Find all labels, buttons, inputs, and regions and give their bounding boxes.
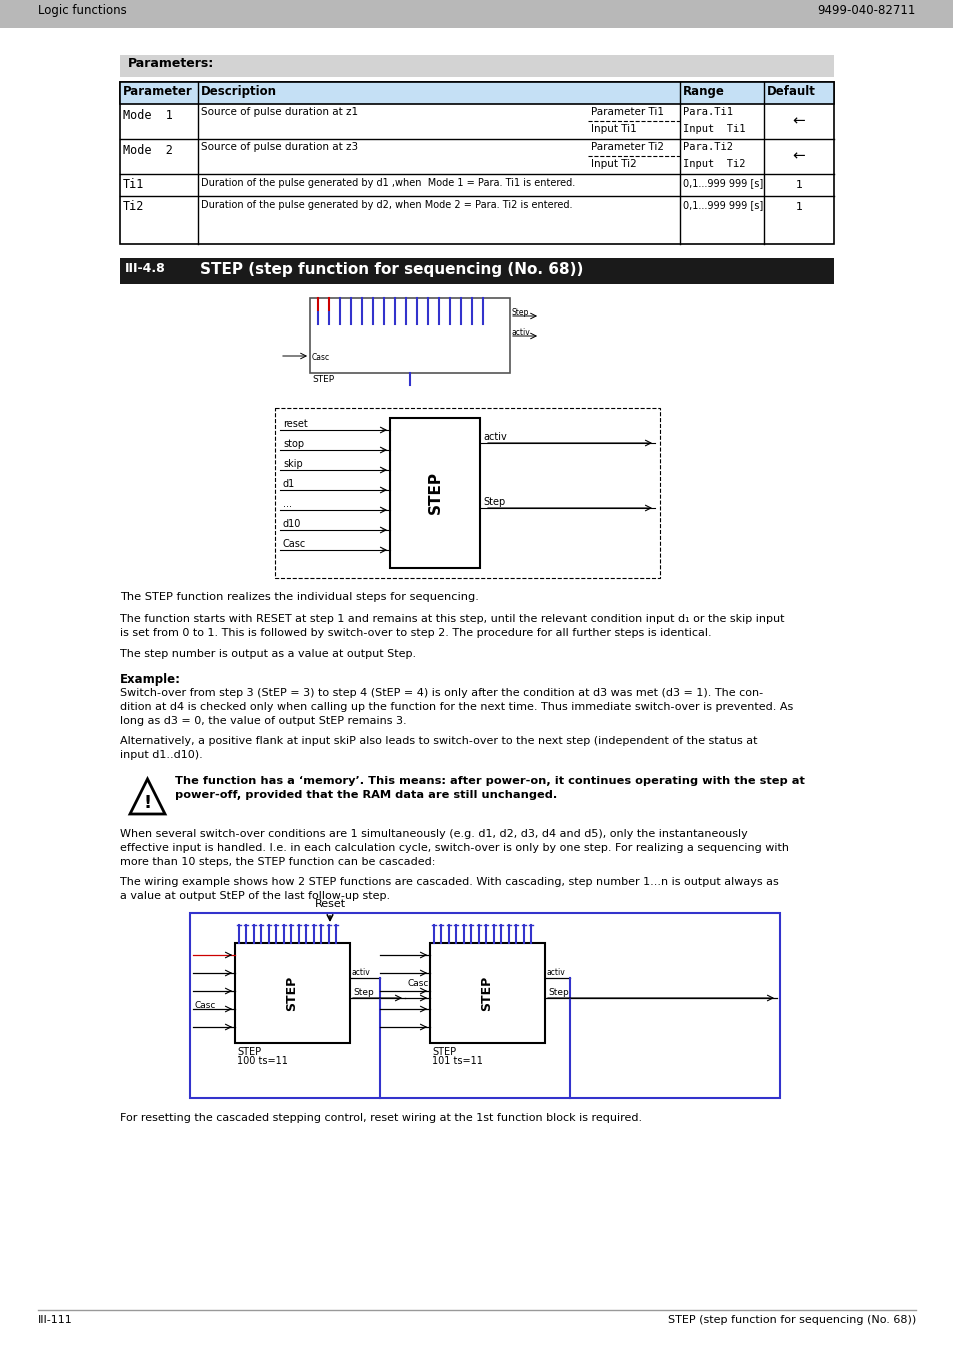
Text: STEP (step function for sequencing (No. 68)): STEP (step function for sequencing (No. … [667,1315,915,1324]
Text: Para.Ti2: Para.Ti2 [682,142,732,153]
Text: Ti2: Ti2 [123,200,144,213]
Text: Ti1: Ti1 [123,178,144,190]
Text: Range: Range [682,85,724,99]
Bar [234,944,350,1044]
Bar [193,258,833,284]
Text: Source of pulse duration at z1: Source of pulse duration at z1 [201,107,357,117]
Text: Step: Step [512,308,529,317]
Text: Duration of the pulse generated by d2, when Mode 2 = Para. Ti2 is entered.: Duration of the pulse generated by d2, w… [201,200,572,211]
Text: more than 10 steps, the STEP function can be cascaded:: more than 10 steps, the STEP function ca… [120,857,435,867]
Text: Description: Description [201,85,276,99]
Text: The function has a ‘memory’. This means: after power-on, it continues operating : The function has a ‘memory’. This means:… [174,776,804,786]
Text: activ: activ [546,968,565,977]
Text: input d1..d10).: input d1..d10). [120,751,203,760]
Text: STEP (step function for sequencing (No. 68)): STEP (step function for sequencing (No. … [200,262,583,277]
Text: 101 ts=11: 101 ts=11 [432,1056,482,1066]
Text: 1: 1 [795,180,801,190]
Text: STEP: STEP [285,975,298,1011]
Text: Casc: Casc [283,539,306,549]
Bar [190,913,780,1098]
Text: Casc: Casc [194,1000,216,1010]
Text: Duration of the pulse generated by d1 ,when  Mode 1 = Para. Ti1 is entered.: Duration of the pulse generated by d1 ,w… [201,178,575,188]
Text: STEP: STEP [427,471,442,514]
Text: is set from 0 to 1. This is followed by switch-over to step 2. The procedure for: is set from 0 to 1. This is followed by … [120,628,711,639]
Text: long as d3 = 0, the value of output StEP remains 3.: long as d3 = 0, the value of output StEP… [120,716,406,726]
Text: For resetting the cascaded stepping control, reset wiring at the 1st function bl: For resetting the cascaded stepping cont… [120,1112,641,1123]
Text: d10: d10 [283,518,301,529]
Text: Input Ti2: Input Ti2 [590,159,636,169]
Text: a value at output StEP of the last follow-up step.: a value at output StEP of the last follo… [120,891,390,900]
Text: Default: Default [766,85,815,99]
Text: ←: ← [792,113,804,128]
Bar [390,418,479,568]
Text: ←: ← [792,148,804,163]
Bar [120,82,833,104]
Text: STEP: STEP [312,375,334,383]
Text: Mode  1: Mode 1 [123,109,172,122]
Text: Input Ti1: Input Ti1 [590,124,636,134]
Text: Reset: Reset [314,899,345,909]
Bar [310,298,510,373]
Text: reset: reset [283,418,308,429]
Bar [274,408,659,578]
Text: Step: Step [482,497,505,508]
Text: ...: ... [283,500,292,509]
Text: Input  Ti2: Input Ti2 [682,159,744,169]
Text: d1: d1 [283,479,294,489]
Text: 1: 1 [795,202,801,212]
Bar [0,0,953,28]
Text: Logic functions: Logic functions [38,4,127,18]
Text: 0,1...999 999 [s]: 0,1...999 999 [s] [682,178,762,188]
Text: STEP: STEP [236,1048,261,1057]
Text: Parameters:: Parameters: [128,57,214,70]
Text: activ: activ [482,432,506,441]
Text: The wiring example shows how 2 STEP functions are cascaded. With cascading, step: The wiring example shows how 2 STEP func… [120,878,778,887]
Text: effective input is handled. I.e. in each calculation cycle, switch-over is only : effective input is handled. I.e. in each… [120,842,788,853]
Text: Parameter: Parameter [123,85,193,99]
Text: 0,1...999 999 [s]: 0,1...999 999 [s] [682,200,762,211]
Text: Source of pulse duration at z3: Source of pulse duration at z3 [201,142,357,153]
Text: Switch-over from step 3 (StEP = 3) to step 4 (StEP = 4) is only after the condit: Switch-over from step 3 (StEP = 3) to st… [120,688,762,698]
Text: Input  Ti1: Input Ti1 [682,124,744,134]
Text: The function starts with RESET at step 1 and remains at this step, until the rel: The function starts with RESET at step 1… [120,614,783,624]
Text: Casc: Casc [312,352,330,362]
Text: STEP: STEP [432,1048,456,1057]
Text: When several switch-over conditions are 1 simultaneously (e.g. d1, d2, d3, d4 an: When several switch-over conditions are … [120,829,747,838]
Text: III-111: III-111 [38,1315,72,1324]
Text: Alternatively, a positive flank at input skiP also leads to switch-over to the n: Alternatively, a positive flank at input… [120,736,757,747]
Text: activ: activ [352,968,371,977]
Text: Example:: Example: [120,674,181,686]
Text: Casc: Casc [408,979,429,988]
Text: Step: Step [547,988,568,998]
Text: Parameter Ti2: Parameter Ti2 [590,142,663,153]
Text: Step: Step [353,988,374,998]
Text: The step number is output as a value at output Step.: The step number is output as a value at … [120,649,416,659]
Text: 100 ts=11: 100 ts=11 [236,1056,288,1066]
Text: 9499-040-82711: 9499-040-82711 [817,4,915,18]
Text: Mode  2: Mode 2 [123,144,172,157]
Bar [120,258,833,284]
Text: power-off, provided that the RAM data are still unchanged.: power-off, provided that the RAM data ar… [174,790,557,801]
Text: III-4.8: III-4.8 [125,262,166,275]
Text: Parameter Ti1: Parameter Ti1 [590,107,663,117]
Text: The STEP function realizes the individual steps for sequencing.: The STEP function realizes the individua… [120,593,478,602]
Text: !: ! [143,794,152,811]
Text: stop: stop [283,439,304,450]
Text: activ: activ [512,328,530,338]
Bar [430,944,544,1044]
Polygon shape [130,779,165,814]
Text: skip: skip [283,459,302,468]
Text: STEP: STEP [480,975,493,1011]
Text: dition at d4 is checked only when calling up the function for the next time. Thu: dition at d4 is checked only when callin… [120,702,792,711]
Bar [120,82,833,244]
Bar [120,55,833,77]
Text: Para.Ti1: Para.Ti1 [682,107,732,117]
